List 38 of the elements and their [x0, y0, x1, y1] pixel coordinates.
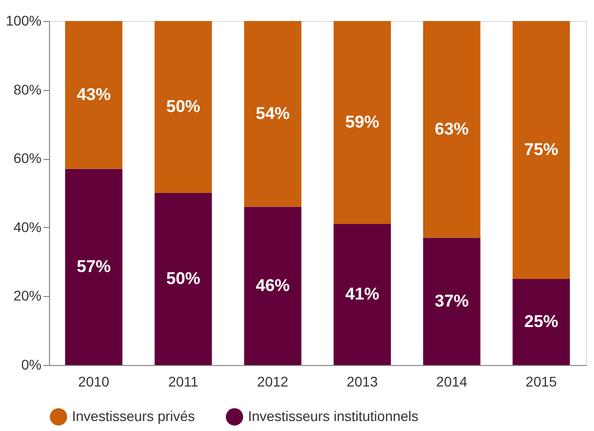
bar [423, 21, 480, 238]
data-label: 54% [256, 104, 290, 123]
x-tick-label: 2011 [168, 374, 199, 390]
data-label: 25% [524, 312, 558, 331]
data-label: 43% [76, 84, 111, 104]
data-label: 50% [166, 269, 200, 288]
y-tick-label: 20% [13, 288, 42, 304]
legend-label: Investisseurs privés [72, 408, 195, 424]
bar [244, 21, 302, 207]
bar [244, 206, 302, 365]
data-label: 50% [166, 97, 200, 116]
data-label: 46% [256, 276, 290, 295]
x-tick-label: 2012 [257, 374, 289, 390]
legend-label: Investisseurs institutionnels [248, 408, 418, 424]
data-label: 41% [345, 284, 380, 304]
bar [65, 21, 122, 169]
bar [334, 224, 391, 365]
bar [423, 238, 480, 365]
y-tick-label: 100% [6, 12, 42, 28]
data-label: 63% [434, 119, 469, 138]
y-tick-label: 40% [13, 218, 42, 235]
y-tick-label: 0% [21, 356, 42, 372]
data-label: 75% [524, 140, 558, 159]
bar [334, 21, 391, 224]
y-tick-label: 80% [13, 81, 42, 98]
x-tick-label: 2013 [346, 374, 378, 390]
x-tick-label: 2010 [78, 374, 110, 390]
bar [154, 193, 212, 365]
data-label: 59% [345, 112, 380, 132]
bar [65, 168, 122, 365]
data-label: 37% [434, 291, 469, 310]
bar [512, 21, 570, 279]
data-label: 57% [76, 256, 111, 276]
bar [512, 279, 570, 365]
y-tick-label: 60% [13, 150, 42, 166]
x-tick-label: 2015 [526, 374, 558, 390]
x-tick-label: 2014 [436, 374, 468, 390]
bar [154, 21, 212, 193]
